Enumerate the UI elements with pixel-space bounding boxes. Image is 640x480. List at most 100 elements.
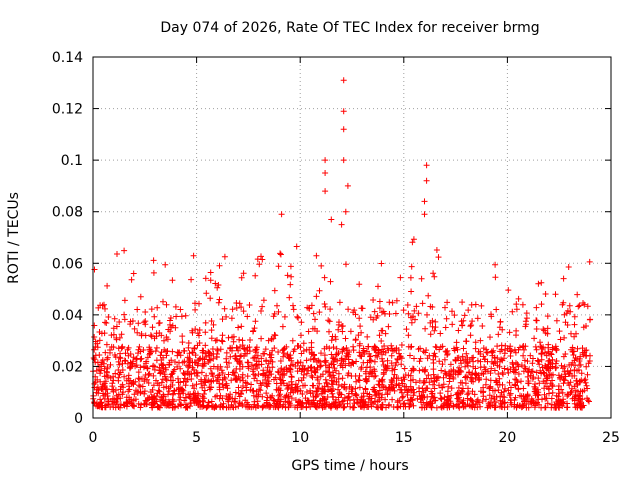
data-point (530, 374, 537, 381)
data-point (134, 329, 141, 336)
data-point (210, 355, 217, 362)
data-point (499, 369, 506, 376)
data-point (465, 385, 471, 392)
data-point (356, 377, 363, 384)
data-point (210, 363, 217, 370)
y-tick-label: 0.14 (52, 50, 83, 66)
data-point (416, 358, 423, 365)
data-point (313, 393, 320, 400)
data-point (541, 385, 548, 392)
data-point (153, 330, 160, 337)
data-point (238, 274, 245, 281)
data-point (431, 385, 438, 392)
data-point (268, 336, 275, 343)
data-point (376, 378, 383, 384)
data-point (287, 355, 294, 361)
data-point (234, 345, 240, 351)
data-point (271, 376, 277, 383)
data-point (398, 377, 405, 384)
data-point (561, 363, 568, 370)
data-point (153, 393, 160, 400)
x-tick-label: 10 (291, 430, 309, 446)
data-point (341, 403, 348, 410)
data-point (395, 375, 402, 382)
data-point (468, 397, 475, 404)
data-point (283, 392, 290, 399)
data-point (144, 394, 151, 401)
data-point (217, 392, 224, 399)
chart-title: Day 074 of 2026, Rate Of TEC Index for r… (160, 20, 539, 36)
data-point (335, 386, 341, 393)
data-point (460, 317, 467, 324)
data-point (460, 357, 467, 364)
data-point (142, 332, 149, 339)
data-point (254, 398, 261, 405)
data-point (96, 337, 103, 344)
data-point (583, 363, 590, 370)
data-point (341, 394, 348, 401)
data-point (103, 341, 110, 348)
data-point (536, 380, 543, 387)
data-point (405, 310, 412, 317)
data-point (575, 303, 582, 310)
data-point (347, 397, 353, 404)
data-point (169, 396, 176, 403)
data-point (444, 402, 451, 409)
data-point (252, 404, 259, 411)
data-point (429, 390, 436, 397)
data-point (547, 365, 554, 372)
x-tick-label: 25 (602, 430, 620, 446)
data-point (579, 403, 585, 410)
data-point (322, 303, 329, 310)
data-point (544, 364, 551, 370)
data-point (326, 328, 332, 335)
data-point (408, 263, 415, 270)
data-point (469, 404, 476, 411)
data-point (145, 380, 152, 386)
data-point (161, 346, 168, 353)
data-point (356, 315, 363, 322)
data-point (531, 335, 538, 342)
data-point (329, 333, 336, 340)
data-point (136, 382, 142, 389)
data-point (538, 370, 545, 377)
data-point (543, 395, 550, 402)
data-point (314, 376, 321, 383)
data-point (316, 309, 323, 316)
data-point (491, 355, 498, 362)
data-point (435, 254, 442, 261)
data-point (492, 274, 499, 281)
data-point (525, 380, 532, 387)
data-point (431, 327, 438, 334)
data-point (136, 343, 143, 350)
data-point (116, 361, 123, 368)
data-point (255, 393, 262, 399)
data-point (121, 247, 128, 254)
plot-frame (92, 56, 612, 419)
data-point (268, 354, 275, 361)
data-point (258, 355, 265, 362)
data-point (455, 384, 462, 391)
data-point (541, 391, 548, 398)
data-point (260, 403, 267, 410)
data-point (349, 404, 356, 410)
data-point (458, 360, 465, 367)
data-point (484, 349, 491, 356)
data-point (95, 304, 102, 311)
data-point (160, 400, 167, 407)
data-point (443, 371, 450, 378)
data-point (470, 358, 477, 365)
data-point (259, 393, 266, 400)
data-point (283, 368, 290, 375)
data-point (297, 399, 304, 406)
data-point (163, 352, 170, 359)
data-point (219, 332, 226, 339)
data-point (329, 390, 336, 397)
data-point (121, 357, 128, 364)
data-point (160, 393, 167, 400)
data-point (552, 360, 559, 367)
data-point (378, 327, 385, 334)
data-point (441, 356, 448, 363)
data-point (542, 404, 548, 411)
data-point (299, 366, 306, 373)
